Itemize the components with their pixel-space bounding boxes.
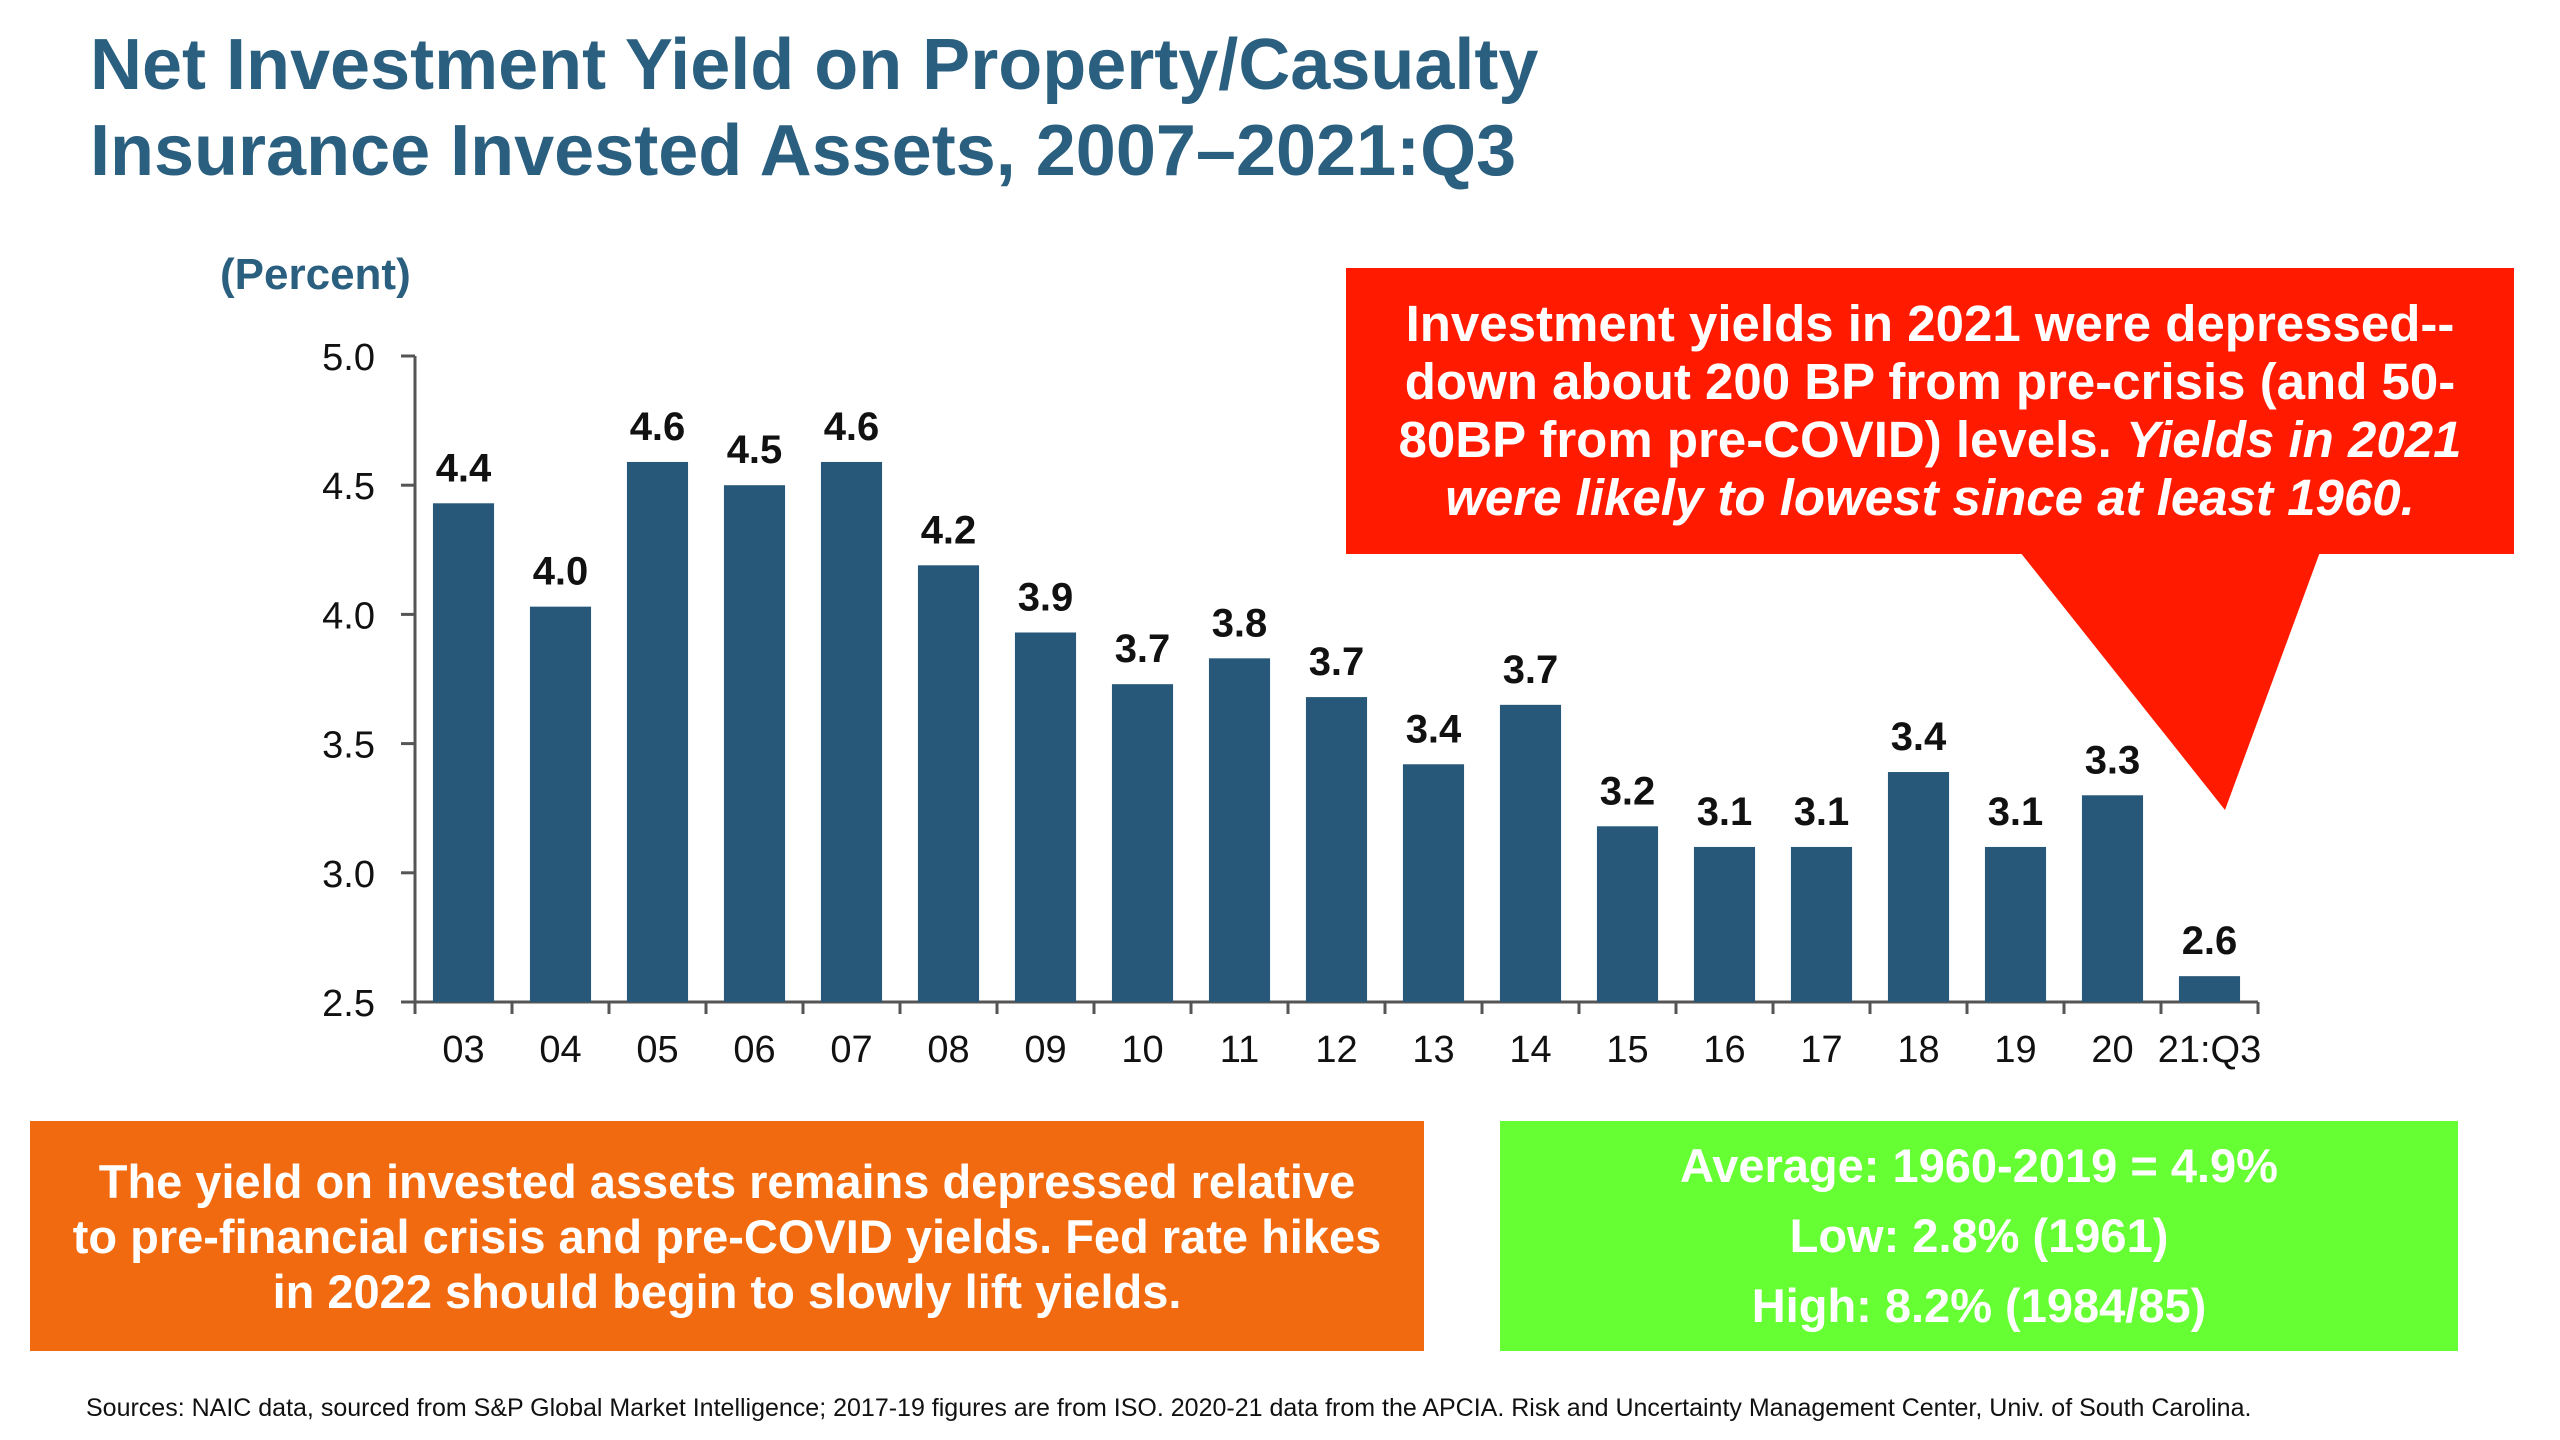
data-label: 3.4	[1891, 715, 1947, 759]
data-label: 3.8	[1212, 601, 1268, 645]
callout-line-4-italic: were likely to lowest since at least 196…	[1445, 469, 2415, 526]
bar	[626, 461, 689, 1003]
x-tick-label: 21:Q3	[2158, 1029, 2262, 1071]
x-tick-label: 09	[1024, 1029, 1066, 1071]
bar	[2081, 795, 2144, 1002]
summary-line-1: The yield on invested assets remains dep…	[98, 1154, 1356, 1208]
data-label: 4.5	[727, 428, 783, 472]
page-title: Net Investment Yield on Property/Casualt…	[90, 22, 1890, 194]
data-label: 3.7	[1309, 640, 1365, 684]
x-tick-label: 08	[927, 1029, 969, 1071]
data-label: 4.0	[533, 550, 589, 594]
x-tick-label: 06	[733, 1029, 775, 1071]
x-tick-label: 10	[1121, 1029, 1163, 1071]
x-tick-label: 11	[1220, 1029, 1259, 1071]
title-line-1: Net Investment Yield on Property/Casualt…	[90, 25, 1539, 105]
bar	[529, 606, 592, 1002]
stats-high: High: 8.2% (1984/85)	[1751, 1279, 2207, 1332]
x-tick-label: 13	[1412, 1029, 1454, 1071]
y-tick-label: 4.5	[322, 466, 375, 508]
bar	[917, 565, 980, 1002]
y-axis-label: (Percent)	[220, 250, 411, 299]
data-label: 3.2	[1600, 769, 1656, 813]
callout-line-3-plain: 80BP from pre-COVID) levels.	[1398, 411, 2112, 468]
bar	[1499, 704, 1562, 1002]
stats-low: Low: 2.8% (1961)	[1789, 1209, 2169, 1262]
data-label: 3.1	[1988, 790, 2044, 834]
bar	[1790, 846, 1853, 1002]
x-tick-label: 20	[2091, 1029, 2133, 1071]
callout-line-1: Investment yields in 2021 were depressed…	[1405, 295, 2455, 352]
y-tick-label: 3.5	[322, 725, 375, 767]
x-tick-label: 05	[636, 1029, 678, 1071]
bar	[1984, 846, 2047, 1002]
summary-line-2: to pre-financial crisis and pre-COVID yi…	[72, 1209, 1382, 1263]
bar	[2178, 976, 2241, 1002]
x-tick-label: 07	[830, 1029, 872, 1071]
data-label: 3.9	[1018, 575, 1074, 619]
stats-average: Average: 1960-2019 = 4.9%	[1680, 1139, 2278, 1192]
x-tick-label: 19	[1994, 1029, 2036, 1071]
x-tick-label: 14	[1509, 1029, 1551, 1071]
x-tick-label: 04	[539, 1029, 581, 1071]
callout-line-4: were likely to lowest since at least 196…	[1346, 469, 2514, 527]
stats-box: Average: 1960-2019 = 4.9% Low: 2.8% (196…	[1500, 1121, 2458, 1351]
data-label: 4.6	[630, 405, 686, 449]
x-tick-label: 17	[1800, 1029, 1842, 1071]
summary-box: The yield on invested assets remains dep…	[30, 1121, 1424, 1351]
x-tick-label: 15	[1606, 1029, 1648, 1071]
data-label: 3.1	[1794, 790, 1850, 834]
callout-line-2: down about 200 BP from pre-crisis (and 5…	[1404, 353, 2456, 410]
y-tick-label: 5.0	[322, 337, 375, 379]
bar	[432, 503, 495, 1002]
callout-box: Investment yields in 2021 were depressed…	[1346, 268, 2514, 554]
data-label: 2.6	[2182, 919, 2238, 963]
data-label: 3.7	[1503, 648, 1559, 692]
x-tick-label: 12	[1315, 1029, 1357, 1071]
bar	[1111, 684, 1174, 1002]
title-line-2: Insurance Invested Assets, 2007–2021:Q3	[90, 111, 1517, 191]
y-tick-label: 2.5	[322, 983, 375, 1025]
sources-footnote: Sources: NAIC data, sourced from S&P Glo…	[86, 1394, 2252, 1422]
x-tick-label: 03	[442, 1029, 484, 1071]
bar	[1014, 632, 1077, 1002]
callout-line-3-italic: Yields in 2021	[2126, 411, 2462, 468]
data-label: 3.1	[1697, 790, 1753, 834]
data-label: 3.3	[2085, 738, 2141, 782]
bar	[820, 461, 883, 1003]
bar	[1208, 658, 1271, 1002]
bar	[1305, 697, 1368, 1002]
bar	[1402, 764, 1465, 1002]
data-label: 3.4	[1406, 707, 1462, 751]
bar	[723, 485, 786, 1002]
y-tick-label: 3.0	[322, 854, 375, 896]
data-label: 4.6	[824, 405, 880, 449]
y-tick-label: 4.0	[322, 595, 375, 637]
data-label: 4.4	[436, 446, 492, 490]
x-tick-label: 18	[1897, 1029, 1939, 1071]
x-tick-label: 16	[1703, 1029, 1745, 1071]
summary-line-3: in 2022 should begin to slowly lift yiel…	[272, 1264, 1182, 1318]
callout-line-3: 80BP from pre-COVID) levels. Yields in 2…	[1346, 411, 2514, 469]
data-label: 3.7	[1115, 627, 1171, 671]
data-label: 4.2	[921, 508, 977, 552]
bar	[1596, 826, 1659, 1002]
bar	[1887, 772, 1950, 1002]
bar	[1693, 846, 1756, 1002]
